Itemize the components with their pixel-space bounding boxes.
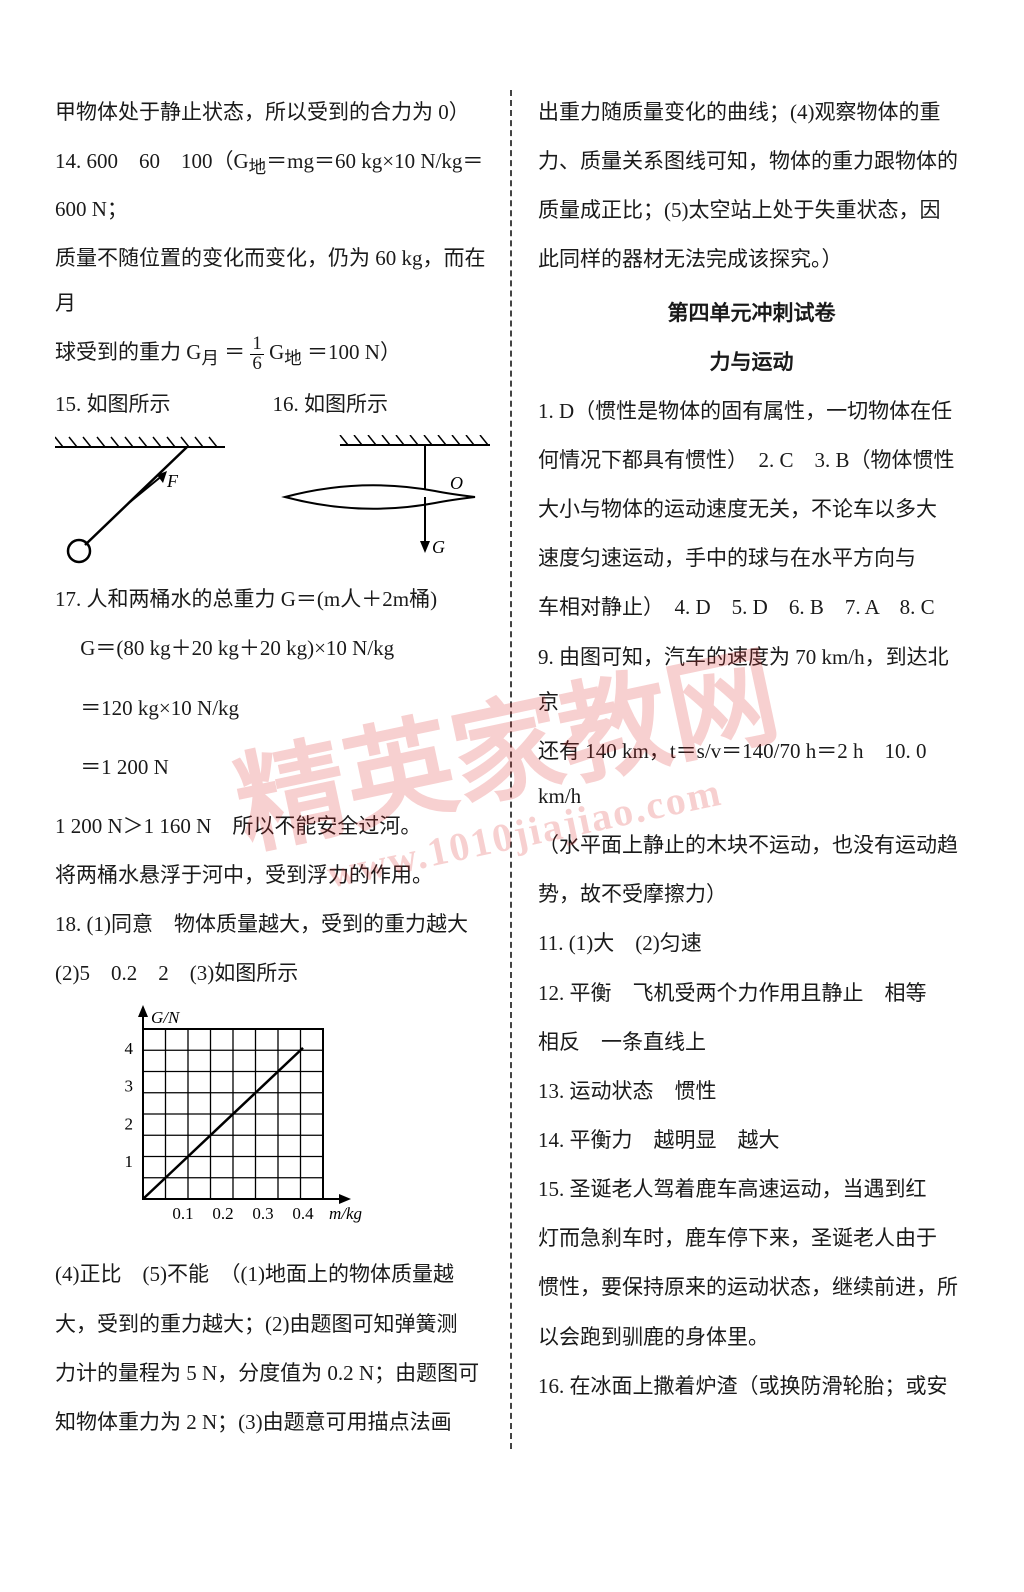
caption: 15. 如图所示 <box>55 382 273 427</box>
label-F: F <box>166 471 179 491</box>
text: ＝100 N） <box>307 340 401 364</box>
text-line: 11. (1)大 (2)匀速 <box>538 921 965 966</box>
text-line: 力计的量程为 5 N，分度值为 0.2 N；由题图可 <box>55 1351 490 1396</box>
left-column: 甲物体处于静止状态，所以受到的合力为 0） 14. 600 60 100（G地＝… <box>55 90 510 1449</box>
label-G: G <box>432 537 445 557</box>
text-line: 车相对静止） 4. D 5. D 6. B 7. A 8. C <box>538 585 965 630</box>
text-line: 还有 140 km，t＝s/v＝140/70 h＝2 h 10. 0 km/h <box>538 729 965 819</box>
text-line: 此同样的器材无法完成该探究。） <box>538 237 965 282</box>
text-line: 14. 600 60 100（G地＝mg＝60 kg×10 N/kg＝600 N… <box>55 139 490 232</box>
text-line: 18. (1)同意 物体质量越大，受到的重力越大 <box>55 902 490 947</box>
text-line: 速度匀速运动，手中的球与在水平方向与 <box>538 536 965 581</box>
sub-heading: 力与运动 <box>538 340 965 385</box>
text-line: (4)正比 (5)不能 （(1)地面上的物体质量越 <box>55 1252 490 1297</box>
text-line: 17. 人和两桶水的总重力 G＝(m人＋2m桶) <box>55 577 490 622</box>
svg-text:0.2: 0.2 <box>212 1204 233 1223</box>
fig-caption-row: 15. 如图所示 16. 如图所示 <box>55 382 490 427</box>
svg-text:0.1: 0.1 <box>172 1204 193 1223</box>
svg-text:1: 1 <box>125 1153 134 1172</box>
svg-text:2: 2 <box>125 1115 134 1134</box>
column-divider <box>510 90 512 1449</box>
svg-text:0.4: 0.4 <box>292 1204 314 1223</box>
fraction: 16 <box>250 335 263 374</box>
text-line: 9. 由图可知，汽车的速度为 70 km/h，到达北京 <box>538 635 965 725</box>
text: G <box>269 340 284 364</box>
text-line: 14. 平衡力 越明显 越大 <box>538 1118 965 1163</box>
text-line: （水平面上静止的木块不运动，也没有运动趋 <box>538 823 965 868</box>
text: ＝ <box>224 340 245 364</box>
text-line: (2)5 0.2 2 (3)如图所示 <box>55 951 490 996</box>
text-line: 何情况下都具有惯性） 2. C 3. B（物体惯性 <box>538 438 965 483</box>
text-line: 质量不随位置的变化而变化，仍为 60 kg，而在月 <box>55 236 490 326</box>
text-line: 相反 一条直线上 <box>538 1020 965 1065</box>
text-line: ＝120 kg×10 N/kg <box>55 686 490 731</box>
chart-gn-mkg: 1 2 3 4 0.1 0.2 0.3 0.4 G/N m/kg <box>95 1004 490 1234</box>
text-line: 大，受到的重力越大；(2)由题图可知弹簧测 <box>55 1302 490 1347</box>
figure-16: O G <box>280 435 490 565</box>
svg-text:4: 4 <box>125 1039 134 1058</box>
label-O: O <box>450 473 463 493</box>
text-line: 12. 平衡 飞机受两个力作用且静止 相等 <box>538 971 965 1016</box>
text-line: 15. 圣诞老人驾着鹿车高速运动，当遇到红 <box>538 1167 965 1212</box>
svg-text:G/N: G/N <box>151 1008 181 1027</box>
subscript: 地 <box>284 349 302 369</box>
text-line: 质量成正比；(5)太空站上处于失重状态，因 <box>538 188 965 233</box>
text-line: 力、质量关系图线可知，物体的重力跟物体的 <box>538 139 965 184</box>
text-line: ＝1 200 N <box>55 745 490 790</box>
svg-text:0.3: 0.3 <box>252 1204 273 1223</box>
text-line: 将两桶水悬浮于河中，受到浮力的作用。 <box>55 853 490 898</box>
text-line: G＝(80 kg＋20 kg＋20 kg)×10 N/kg <box>55 626 490 671</box>
text-line: 大小与物体的运动速度无关，不论车以多大 <box>538 487 965 532</box>
text-line: 以会跑到驯鹿的身体里。 <box>538 1315 965 1360</box>
figure-15: F <box>55 435 250 565</box>
text-line: 1 200 N＞1 160 N 所以不能安全过河。 <box>55 804 490 849</box>
svg-text:m/kg: m/kg <box>329 1204 362 1223</box>
text-line: 灯而急刹车时，鹿车停下来，圣诞老人由于 <box>538 1216 965 1261</box>
text: 球受到的重力 G <box>55 340 201 364</box>
text-line: 知物体重力为 2 N；(3)由题意可用描点法画 <box>55 1400 490 1445</box>
text-line: 甲物体处于静止状态，所以受到的合力为 0） <box>55 90 490 135</box>
section-heading: 第四单元冲刺试卷 <box>538 291 965 336</box>
text: 14. 600 60 100（G <box>55 149 249 173</box>
text-line: 1. D（惯性是物体的固有属性，一切物体在任 <box>538 389 965 434</box>
right-column: 出重力随质量变化的曲线；(4)观察物体的重 力、质量关系图线可知，物体的重力跟物… <box>510 90 965 1449</box>
text-line: 13. 运动状态 惯性 <box>538 1069 965 1114</box>
svg-text:3: 3 <box>125 1077 134 1096</box>
text-line: 球受到的重力 G月 ＝ 16 G地 ＝100 N） <box>55 330 490 378</box>
figure-row: F O G <box>55 435 490 565</box>
caption: 16. 如图所示 <box>273 382 491 427</box>
text-line: 16. 在冰面上撒着炉渣（或换防滑轮胎；或安 <box>538 1364 965 1409</box>
text-line: 势，故不受摩擦力） <box>538 872 965 917</box>
text-line: 出重力随质量变化的曲线；(4)观察物体的重 <box>538 90 965 135</box>
text-line: 惯性，要保持原来的运动状态，继续前进，所 <box>538 1265 965 1310</box>
subscript: 地 <box>249 157 267 177</box>
subscript: 月 <box>201 349 219 369</box>
